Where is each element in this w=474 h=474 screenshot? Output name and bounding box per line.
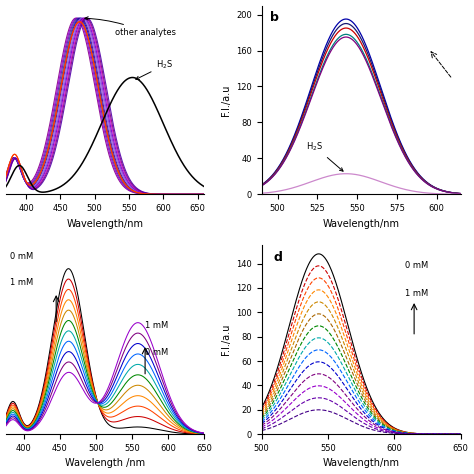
X-axis label: Wavelength /nm: Wavelength /nm [65, 458, 145, 468]
Text: 0 mM: 0 mM [9, 252, 33, 261]
X-axis label: Wavelength/nm: Wavelength/nm [323, 458, 400, 468]
Text: 0 mM: 0 mM [405, 261, 428, 270]
X-axis label: Wavelength/nm: Wavelength/nm [66, 219, 144, 228]
Y-axis label: F.I./a.u: F.I./a.u [220, 84, 230, 116]
Y-axis label: F.I./a.u: F.I./a.u [221, 324, 231, 356]
Text: H$_2$S: H$_2$S [136, 59, 173, 79]
Text: 1 mM: 1 mM [9, 278, 33, 287]
Text: 1 mM: 1 mM [145, 321, 168, 330]
Text: b: b [270, 11, 279, 24]
Text: other analytes: other analytes [85, 17, 176, 37]
Text: 0 mM: 0 mM [145, 348, 168, 357]
X-axis label: Wavelength/nm: Wavelength/nm [323, 219, 400, 228]
Text: H$_2$S: H$_2$S [306, 140, 343, 171]
Text: d: d [273, 251, 283, 264]
Text: 1 mM: 1 mM [405, 289, 428, 298]
